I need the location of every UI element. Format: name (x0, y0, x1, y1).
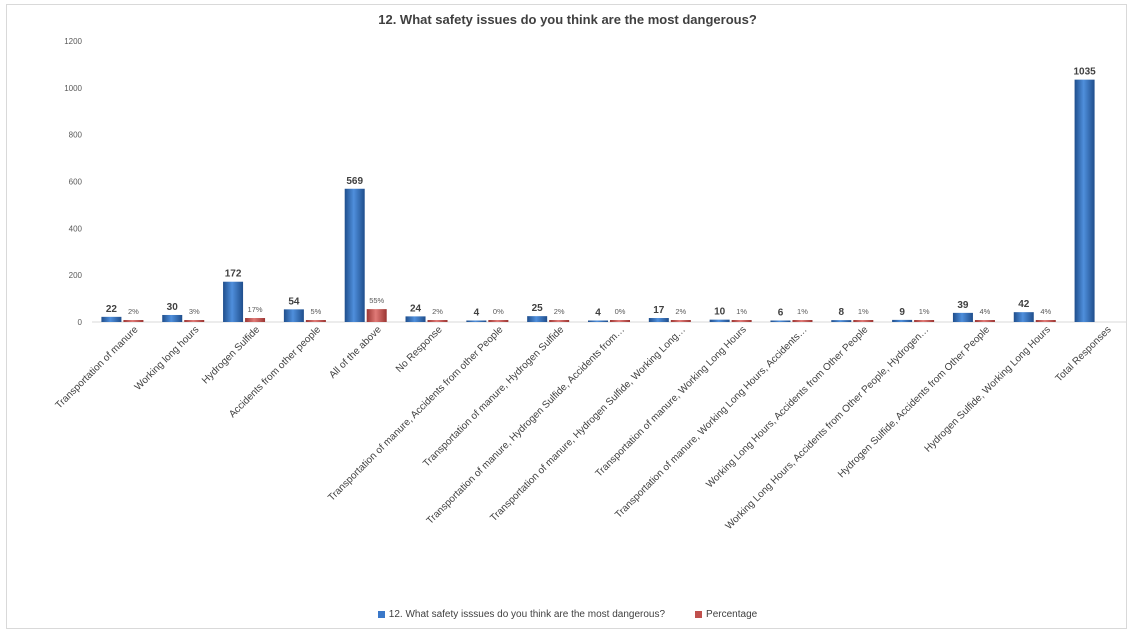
bar-percentage (1035, 320, 1056, 322)
data-label-count: 6 (778, 308, 784, 319)
bar-percentage (549, 320, 570, 322)
chart-frame (6, 4, 1127, 629)
bar-count (101, 316, 122, 322)
data-label-percentage: 4% (1040, 307, 1051, 316)
data-label-percentage: 2% (554, 307, 565, 316)
bar-percentage (245, 318, 266, 322)
x-tick-label: Transportation of manure, Hydrogen Sulfi… (425, 324, 627, 526)
bar-count (527, 316, 548, 322)
data-label-percentage: 17% (248, 305, 263, 314)
chart-title: 12. What safety issues do you think are … (378, 12, 757, 27)
bars: 22 2% 30 3% 172 17% 54 5% 569 55% 24 2% 4 0% 25 2% 4 0% 17… (101, 67, 1096, 322)
bar-percentage (792, 320, 813, 322)
bar-percentage (853, 320, 874, 322)
bar-percentage (488, 320, 509, 322)
data-label-count: 39 (957, 300, 969, 311)
x-tick-label: Hydrogen Sulfide (200, 324, 262, 386)
y-tick-label: 1000 (64, 84, 82, 93)
data-label-percentage: 4% (980, 307, 991, 316)
bar-count (162, 314, 183, 322)
legend-item-counts: 12. What safety isssues do you think are… (377, 609, 666, 620)
data-label-percentage: 1% (919, 307, 930, 316)
data-label-percentage: 1% (858, 307, 869, 316)
x-tick-label: Working Long Hours, Accidents from Other… (724, 324, 932, 532)
data-label-count: 30 (167, 302, 179, 313)
y-tick-label: 200 (69, 271, 83, 280)
data-label-percentage: 3% (189, 307, 200, 316)
data-label-percentage: 1% (797, 307, 808, 316)
legend: 12. What safety isssues do you think are… (0, 609, 1135, 620)
data-label-percentage: 5% (310, 307, 321, 316)
data-label-count: 9 (899, 307, 905, 318)
x-tick-label: No Response (394, 324, 445, 375)
x-tick-label: Transportation of manure, Hydrogen Sulfi… (421, 324, 566, 469)
bar-count (588, 320, 608, 322)
data-label-count: 569 (346, 176, 363, 187)
bar-count (892, 319, 913, 322)
bar-count (223, 281, 244, 322)
bar-percentage (184, 320, 205, 322)
legend-item-percentage: Percentage (695, 609, 757, 620)
data-label-percentage: 2% (675, 307, 686, 316)
bar-percentage (974, 320, 995, 322)
legend-label-percentage: Percentage (706, 609, 758, 620)
bar-percentage (305, 320, 326, 322)
data-label-percentage: 55% (369, 296, 384, 305)
y-tick-label: 0 (78, 318, 83, 327)
bar-count (405, 316, 426, 322)
data-label-count: 4 (595, 308, 601, 319)
x-tick-label: Total Responses (1054, 324, 1114, 384)
bar-percentage (366, 309, 387, 322)
bar-count (648, 318, 669, 322)
y-tick-label: 800 (69, 131, 83, 140)
data-label-count: 22 (106, 304, 118, 315)
bar-count (344, 188, 365, 322)
y-tick-label: 600 (69, 178, 83, 187)
data-label-count: 42 (1018, 299, 1030, 310)
y-tick-label: 1200 (64, 37, 82, 46)
bar-percentage (731, 320, 752, 322)
x-tick-label: Hydrogen Sulfide, Working Long Hours (923, 324, 1053, 454)
data-label-count: 17 (653, 305, 665, 316)
data-label-count: 24 (410, 303, 422, 314)
data-label-count: 1035 (1073, 67, 1096, 78)
bar-count (709, 319, 730, 322)
legend-swatch-blue (377, 611, 385, 618)
data-label-count: 25 (532, 303, 544, 314)
data-label-percentage: 2% (128, 307, 139, 316)
data-label-percentage: 0% (615, 307, 626, 316)
data-label-percentage: 1% (736, 307, 747, 316)
bar-percentage (610, 320, 630, 322)
data-label-count: 172 (225, 269, 242, 280)
data-label-count: 54 (288, 296, 300, 307)
bar-count (1074, 79, 1095, 322)
bar-percentage (427, 320, 448, 322)
data-label-count: 10 (714, 307, 726, 318)
data-label-count: 4 (474, 308, 480, 319)
bar-percentage (123, 320, 144, 322)
y-axis: 0 200 400 600 800 1000 1200 (64, 37, 82, 327)
legend-swatch-red (695, 611, 703, 618)
legend-label-counts: 12. What safety isssues do you think are… (388, 609, 666, 620)
bar-count (770, 320, 791, 322)
x-tick-label: All of the above (327, 324, 384, 381)
bar-count (952, 312, 973, 322)
bar-count (1013, 312, 1034, 322)
data-label-count: 8 (839, 307, 845, 318)
bar-count (831, 320, 852, 322)
x-tick-label: Working long hours (133, 324, 202, 393)
data-label-percentage: 0% (493, 307, 504, 316)
bar-count (466, 320, 487, 322)
bar-percentage (670, 320, 691, 322)
data-label-percentage: 2% (432, 307, 443, 316)
y-tick-label: 400 (69, 224, 83, 233)
bar-count (283, 309, 304, 322)
x-tick-label: Transportation of manure (54, 324, 141, 411)
bar-percentage (914, 320, 935, 322)
